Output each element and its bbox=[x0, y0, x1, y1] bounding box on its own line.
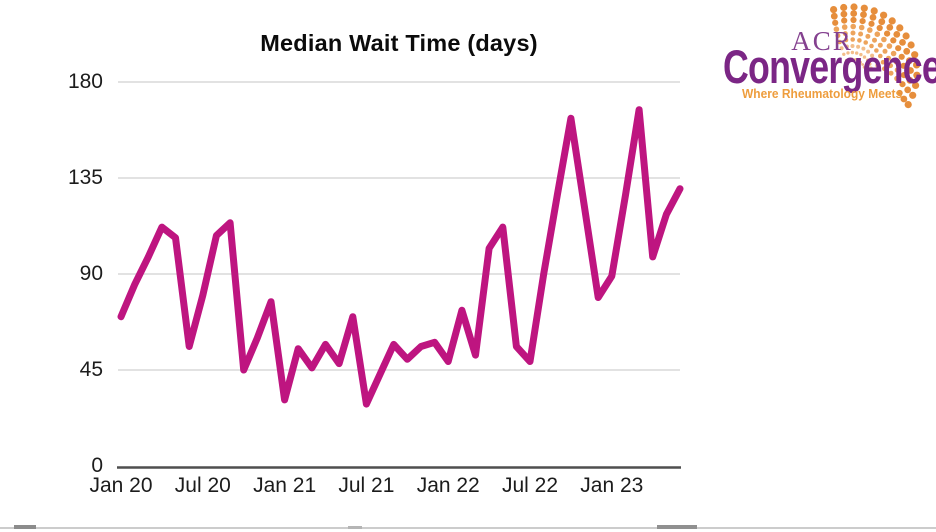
acr-convergence-logo: ACR Convergence Where Rheumatology Meets bbox=[700, 0, 936, 115]
x-axis-tick-label: Jan 23 bbox=[580, 474, 644, 497]
x-axis-tick-label: Jul 21 bbox=[338, 474, 395, 497]
chart-title: Median Wait Time (days) bbox=[260, 30, 538, 56]
video-progress-line bbox=[0, 527, 936, 529]
logo-tagline-text: Where Rheumatology Meets bbox=[742, 86, 903, 101]
logo-acr-text: ACR bbox=[791, 26, 853, 56]
x-axis-tick-label: Jul 22 bbox=[501, 474, 559, 497]
dot-swirl-icon bbox=[830, 3, 921, 109]
progress-tick-left bbox=[14, 525, 36, 529]
progress-tick-middle bbox=[348, 526, 362, 529]
x-axis-tick-label: Jan 22 bbox=[416, 474, 480, 497]
y-axis-tick-label: 135 bbox=[67, 166, 103, 189]
progress-tick-right bbox=[657, 525, 697, 529]
x-axis-tick-label: Jan 20 bbox=[89, 474, 153, 497]
y-axis-tick-label: 90 bbox=[79, 262, 103, 285]
y-axis-tick-label: 0 bbox=[91, 454, 103, 477]
x-axis-tick-label: Jul 20 bbox=[174, 474, 231, 497]
y-axis-tick-label: 180 bbox=[67, 70, 103, 93]
logo-convergence-text: Convergence bbox=[723, 40, 936, 93]
median-wait-time-line bbox=[117, 106, 684, 408]
x-axis-tick-label: Jan 21 bbox=[253, 474, 317, 497]
y-axis-tick-label: 45 bbox=[79, 358, 103, 381]
